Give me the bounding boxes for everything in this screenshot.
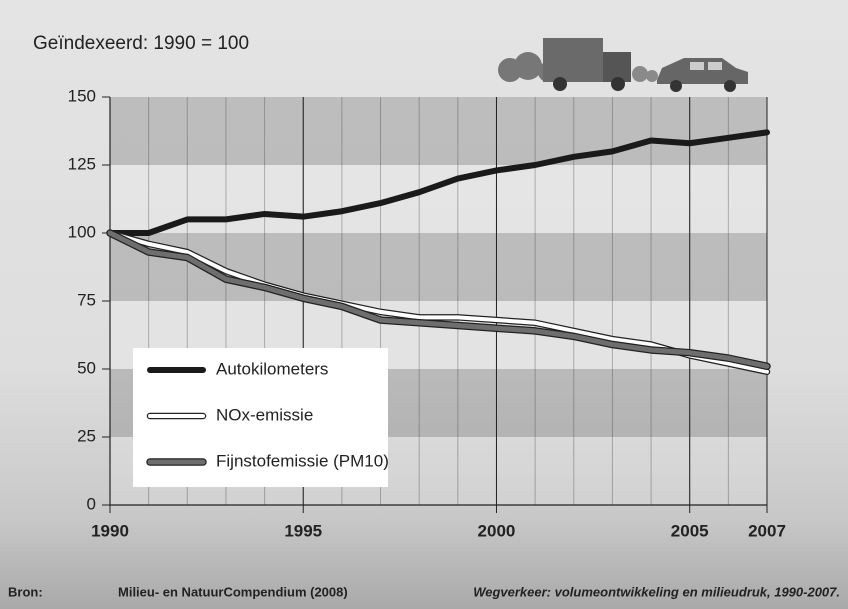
y-tick-label: 50 <box>77 358 96 377</box>
x-tick-label: 2007 <box>748 521 786 540</box>
x-tick-label: 2005 <box>671 521 709 540</box>
source-label: Bron: <box>8 584 43 599</box>
y-tick-label: 100 <box>68 222 96 241</box>
y-tick-label: 150 <box>68 86 96 105</box>
source-title: Wegverkeer: volumeontwikkeling en milieu… <box>473 584 840 599</box>
y-tick-label: 0 <box>87 494 96 513</box>
y-tick-label: 25 <box>77 426 96 445</box>
band <box>110 165 767 233</box>
x-tick-label: 1995 <box>284 521 322 540</box>
legend-label: Autokilometers <box>216 359 328 378</box>
source: Milieu- en NatuurCompendium (2008) <box>118 584 348 599</box>
y-tick-label: 75 <box>77 290 96 309</box>
x-tick-label: 1990 <box>91 521 129 540</box>
band <box>110 97 767 165</box>
y-tick-label: 125 <box>68 154 96 173</box>
x-tick-label: 2000 <box>478 521 516 540</box>
chart-title: Geïndexeerd: 1990 = 100 <box>33 33 249 54</box>
chart: 0 25 50 75 100 125 150 1990 1995 2000 2005 2007 Geï… <box>0 0 848 609</box>
legend-label: Fijnstofemissie (PM10) <box>216 451 389 470</box>
page: {"chart_data": {"type": "line", "title":… <box>0 0 848 609</box>
legend-label: NOx-emissie <box>216 405 313 424</box>
